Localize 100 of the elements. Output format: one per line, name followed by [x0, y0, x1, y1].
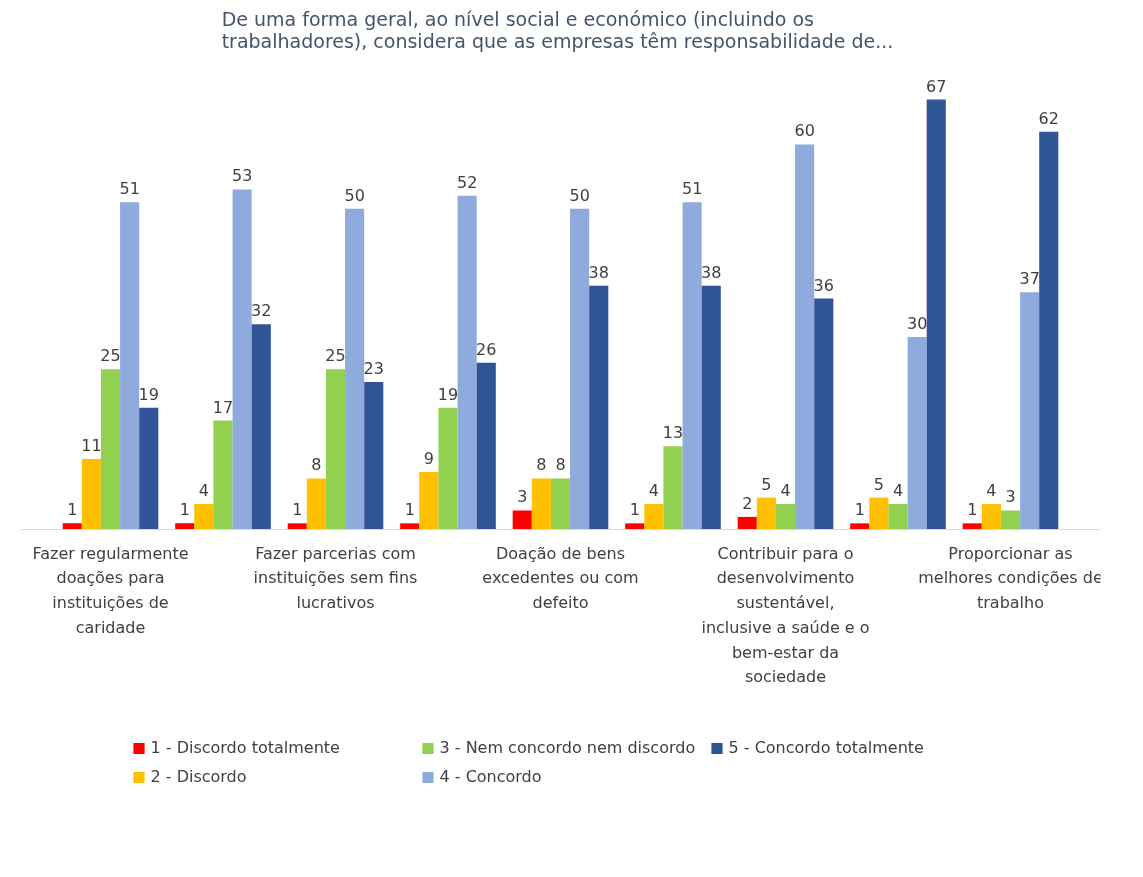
data-label: 50 — [344, 185, 365, 205]
bar — [512, 510, 532, 530]
data-label: 32 — [251, 301, 272, 321]
bar — [100, 369, 121, 530]
bar — [589, 285, 609, 530]
bar — [682, 202, 702, 530]
bar — [701, 285, 721, 530]
bar — [476, 362, 496, 530]
bar — [287, 523, 307, 530]
bar — [756, 497, 776, 530]
data-label: 11 — [81, 436, 102, 456]
x-tick-label: Doação de bens excedentes ou com defeito — [482, 543, 639, 613]
data-label: 8 — [536, 455, 547, 475]
legend-label: 3 - Nem concordo nem discordo — [439, 738, 697, 757]
bar — [364, 382, 384, 530]
data-label: 1 — [404, 500, 415, 520]
bar — [775, 504, 796, 530]
bar — [737, 516, 757, 530]
data-label: 30 — [906, 314, 928, 334]
data-label: 4 — [648, 481, 659, 501]
data-label: 19 — [138, 384, 159, 404]
data-label: 8 — [311, 455, 322, 475]
data-label: 5 — [761, 474, 772, 494]
data-label: 4 — [986, 481, 997, 501]
bar — [869, 497, 889, 530]
bar — [81, 459, 101, 530]
bar — [251, 324, 271, 530]
data-label: 4 — [198, 481, 209, 501]
data-label: 17 — [212, 397, 234, 417]
bar — [1000, 510, 1021, 530]
bar — [120, 202, 140, 530]
legend-label: 5 - Concordo totalmente — [728, 738, 925, 757]
data-label: 62 — [1038, 108, 1059, 128]
data-label: 51 — [119, 179, 140, 199]
bar — [570, 208, 590, 530]
bar — [457, 195, 477, 530]
bar — [981, 504, 1001, 530]
bar — [795, 144, 815, 530]
data-label: 36 — [813, 275, 834, 295]
bar — [213, 420, 233, 530]
bar — [62, 523, 82, 530]
data-label: 25 — [100, 346, 121, 366]
bar — [400, 523, 420, 530]
legend-label: 2 - Discordo — [150, 767, 248, 786]
bar — [325, 369, 346, 530]
data-label: 38 — [701, 262, 722, 282]
bar — [306, 478, 326, 530]
bar — [1020, 292, 1040, 530]
bar — [345, 208, 365, 530]
data-label: 1 — [67, 500, 78, 520]
x-tick-label: Contribuir para o desenvolvimento sustentável, inclusive a saúde e o bem-estar da sociedade — [701, 543, 870, 687]
data-label: 53 — [231, 166, 253, 186]
data-label: 19 — [437, 384, 459, 404]
data-label: 3 — [517, 487, 528, 507]
data-label: 2 — [742, 493, 753, 513]
data-label: 9 — [423, 448, 434, 468]
bar — [888, 504, 908, 530]
data-label: 1 — [629, 500, 640, 520]
data-label: 1 — [967, 500, 978, 520]
bar — [175, 523, 195, 530]
data-label: 8 — [555, 455, 566, 475]
bar — [907, 337, 927, 530]
bar — [232, 189, 252, 530]
data-label: 51 — [681, 179, 703, 199]
bar — [139, 407, 159, 530]
bar — [419, 471, 439, 530]
data-label: 1 — [179, 500, 190, 520]
data-label: 3 — [1005, 487, 1016, 507]
data-label: 1 — [292, 500, 303, 520]
bar — [625, 523, 645, 530]
bar — [550, 478, 571, 530]
chart-title: De uma forma geral, ao nível social e económico (incluindo os trabalhadores), considera que as empresas têm responsabilidade de... — [221, 7, 894, 52]
data-label: 38 — [588, 262, 609, 282]
legend-label: 1 - Discordo totalmente — [150, 738, 341, 757]
data-label: 50 — [569, 185, 590, 205]
bar — [663, 446, 683, 530]
data-label: 23 — [363, 359, 384, 379]
data-label: 4 — [780, 481, 791, 501]
data-label: 67 — [926, 76, 947, 96]
data-label: 60 — [794, 121, 815, 141]
data-label: 4 — [892, 481, 904, 501]
data-label: 1 — [854, 500, 865, 520]
bar — [814, 298, 834, 530]
data-label: 52 — [456, 172, 478, 192]
bar — [531, 478, 551, 530]
bar — [194, 504, 214, 530]
data-label: 25 — [325, 346, 346, 366]
bar — [438, 407, 458, 530]
bar — [850, 523, 870, 530]
bar — [644, 504, 664, 530]
data-label: 13 — [662, 423, 684, 443]
data-label: 5 — [873, 474, 884, 494]
x-tick-label: Fazer regularmente doações para instituições de caridade — [32, 543, 189, 637]
data-label: 37 — [1019, 269, 1040, 289]
bar — [962, 523, 982, 530]
bar — [1039, 131, 1059, 530]
x-tick-label: Fazer parcerias com instituições sem fins lucrativos — [253, 543, 418, 613]
bar — [926, 99, 946, 530]
data-label: 26 — [476, 339, 497, 359]
legend-label: 4 - Concordo — [439, 767, 543, 786]
